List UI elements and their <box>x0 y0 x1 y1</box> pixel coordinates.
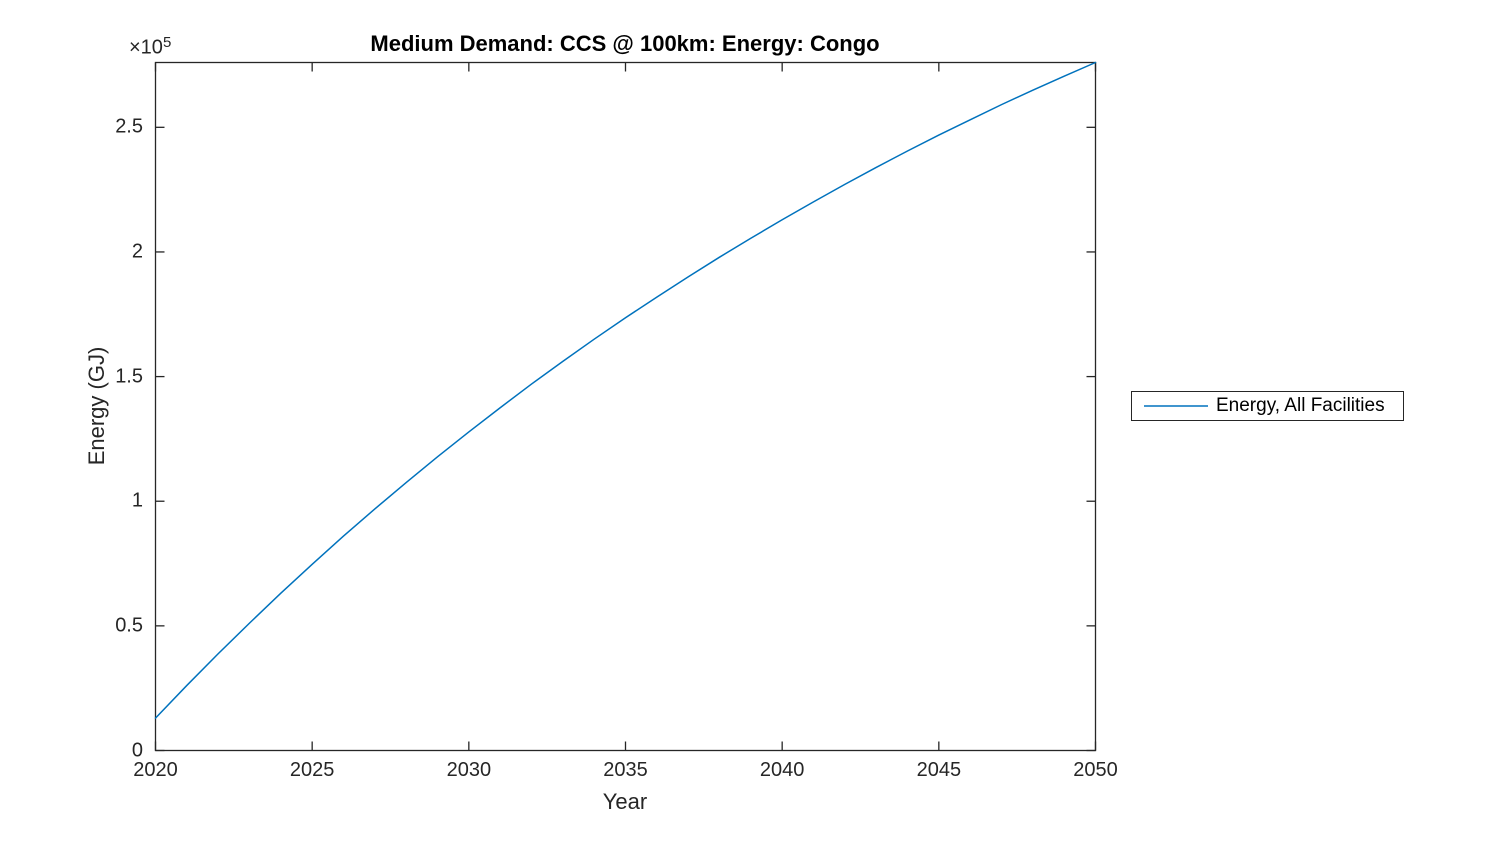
axes-box <box>154 61 1097 752</box>
legend: Energy, All Facilities <box>1131 391 1404 421</box>
legend-series-label: Energy, All Facilities <box>1216 395 1385 416</box>
x-axis-label: Year <box>602 789 648 814</box>
y-axis-exponent-power: 5 <box>162 34 172 51</box>
y-axis-label: Energy (GJ) <box>84 346 109 466</box>
legend-line-sample <box>1144 405 1208 407</box>
chart-title: Medium Demand: CCS @ 100km: Energy: Cong… <box>370 31 880 56</box>
y-axis-exponent: ×105 <box>129 33 171 60</box>
y-axis-exponent-base: ×10 <box>129 36 163 59</box>
series-line <box>154 61 1097 719</box>
